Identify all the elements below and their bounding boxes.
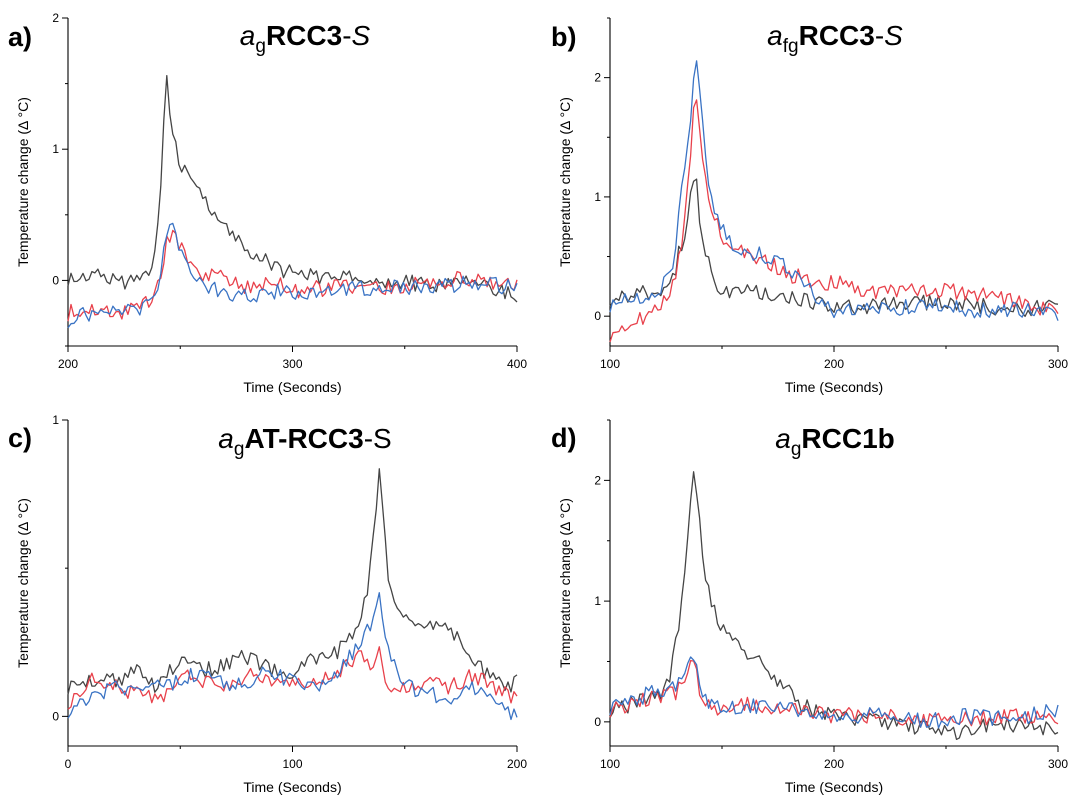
series-line-red (67, 229, 518, 322)
title-bold: RCC1b (801, 423, 894, 454)
x-tick-label: 300 (1048, 757, 1068, 771)
chart-panel-c: 0 100 200 0 1 Time (Seconds) Temperature chang… (8, 413, 527, 795)
y-tick-label: 1 (52, 142, 59, 156)
y-tick-label: 1 (52, 413, 59, 427)
title-subscript: g (255, 36, 266, 57)
title-subscript: g (791, 439, 802, 460)
title-suffix-italic: S (352, 20, 371, 51)
y-tick-label: 1 (594, 594, 601, 608)
title-subscript: g (234, 439, 245, 460)
title-bold: AT-RCC3 (244, 423, 363, 454)
series-line-blue (609, 656, 1059, 729)
title-italic: a (218, 423, 234, 454)
chart-panel-a: 200 300 400 0 1 2 Time (Seconds) Temperature ch… (8, 11, 527, 395)
title-bold: RCC3 (266, 20, 342, 51)
series-line-blue (67, 592, 518, 721)
x-tick-label: 100 (600, 357, 620, 371)
panel-label: d) (551, 423, 576, 453)
panel-label: b) (551, 22, 576, 52)
title-italic: a (775, 423, 791, 454)
y-axis-title: Temperature change (Δ °C) (557, 97, 573, 267)
x-tick-label: 300 (1048, 357, 1068, 371)
series-line-blue (67, 222, 518, 329)
x-axis-title: Time (Seconds) (785, 779, 883, 795)
title-subscript: fg (783, 36, 799, 57)
title-suffix-italic: S (884, 20, 903, 51)
chart-panel-d: 100 200 300 0 1 2 Time (Seconds) Temperature ch… (551, 419, 1068, 795)
x-tick-label: 200 (58, 357, 78, 371)
x-axis-title: Time (Seconds) (785, 379, 883, 395)
series-line-red (67, 646, 518, 710)
title-suffix: - (342, 20, 351, 51)
chart-panel-b: 100 200 300 0 1 2 Time (Seconds) Temperature ch… (551, 17, 1068, 395)
x-axis-title: Time (Seconds) (243, 379, 341, 395)
panel-label: a) (8, 22, 32, 52)
y-tick-label: 2 (52, 11, 59, 25)
series-line-blue (609, 60, 1059, 321)
series-line-red (609, 99, 1059, 343)
x-tick-label: 200 (507, 757, 527, 771)
x-tick-label: 200 (824, 357, 844, 371)
series-line-black (67, 74, 518, 303)
series-line-black (609, 178, 1059, 318)
x-tick-label: 200 (824, 757, 844, 771)
panel-label: c) (8, 423, 32, 453)
y-tick-label: 1 (594, 190, 601, 204)
series-line-black (609, 471, 1059, 741)
y-tick-label: 2 (594, 473, 601, 487)
y-tick-label: 0 (52, 273, 59, 287)
x-tick-label: 0 (65, 757, 72, 771)
title-italic: a (767, 20, 783, 51)
x-axis-title: Time (Seconds) (243, 779, 341, 795)
y-tick-label: 0 (52, 709, 59, 723)
x-tick-label: 100 (600, 757, 620, 771)
chart-title: agRCC3-S (240, 20, 371, 57)
chart-title: agRCC1b (775, 423, 895, 460)
y-tick-label: 0 (594, 715, 601, 729)
y-tick-label: 2 (594, 71, 601, 85)
title-suffix: -S (364, 423, 392, 454)
title-bold: RCC3 (799, 20, 875, 51)
y-axis-title: Temperature change (Δ °C) (557, 498, 573, 668)
title-suffix: - (875, 20, 884, 51)
series-line-black (67, 468, 518, 695)
y-axis-title: Temperature change (Δ °C) (15, 97, 31, 267)
chart-title: agAT-RCC3-S (218, 423, 391, 460)
chart-title: afgRCC3-S (767, 20, 903, 57)
y-axis-title: Temperature change (Δ °C) (15, 498, 31, 668)
y-tick-label: 0 (594, 309, 601, 323)
x-tick-label: 300 (282, 357, 302, 371)
x-tick-label: 400 (507, 357, 527, 371)
x-tick-label: 100 (282, 757, 302, 771)
title-italic: a (240, 20, 256, 51)
